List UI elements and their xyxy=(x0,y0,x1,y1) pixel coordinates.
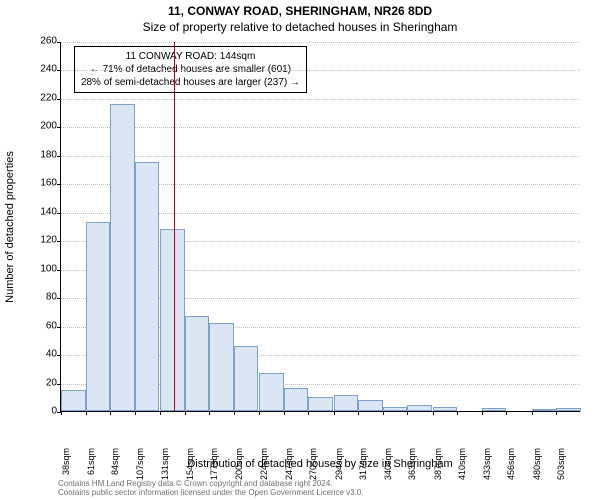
histogram-bar xyxy=(433,407,458,411)
x-tick-mark xyxy=(209,411,210,415)
y-tick-mark xyxy=(57,327,61,328)
y-tick-label: 20 xyxy=(31,377,57,388)
y-tick-label: 180 xyxy=(31,149,57,160)
y-tick-label: 40 xyxy=(31,349,57,360)
y-tick-mark xyxy=(57,42,61,43)
histogram-bar xyxy=(110,104,135,411)
annotation-line1: 11 CONWAY ROAD: 144sqm xyxy=(81,50,300,63)
x-tick-mark xyxy=(358,411,359,415)
y-tick-mark xyxy=(57,99,61,100)
histogram-bar xyxy=(383,407,408,411)
y-tick-mark xyxy=(57,298,61,299)
histogram-bar xyxy=(308,397,333,411)
histogram-bar xyxy=(209,323,234,411)
gridline-h xyxy=(61,127,580,128)
x-tick-mark xyxy=(433,411,434,415)
histogram-bar xyxy=(259,373,284,411)
footer-attribution: Contains HM Land Registry data © Crown c… xyxy=(58,479,364,498)
histogram-bar xyxy=(532,409,557,411)
x-tick-mark xyxy=(61,411,62,415)
histogram-bar xyxy=(185,316,210,411)
gridline-h xyxy=(61,42,580,43)
y-tick-mark xyxy=(57,156,61,157)
y-tick-label: 200 xyxy=(31,121,57,132)
y-tick-label: 0 xyxy=(31,406,57,417)
y-tick-mark xyxy=(57,384,61,385)
x-tick-mark xyxy=(506,411,507,415)
x-tick-label: 340sqm xyxy=(383,448,393,492)
x-tick-mark xyxy=(532,411,533,415)
x-tick-mark xyxy=(334,411,335,415)
x-tick-mark xyxy=(86,411,87,415)
y-tick-mark xyxy=(57,184,61,185)
x-tick-label: 410sqm xyxy=(457,448,467,492)
x-tick-label: 433sqm xyxy=(482,448,492,492)
x-tick-mark xyxy=(383,411,384,415)
y-tick-label: 100 xyxy=(31,263,57,274)
y-tick-label: 240 xyxy=(31,64,57,75)
x-tick-label: 363sqm xyxy=(407,448,417,492)
y-tick-mark xyxy=(57,127,61,128)
y-tick-mark xyxy=(57,270,61,271)
x-axis-label: Distribution of detached houses by size … xyxy=(60,458,580,470)
gridline-h xyxy=(61,99,580,100)
chart-title-line2: Size of property relative to detached ho… xyxy=(0,20,600,34)
chart-container: 11, CONWAY ROAD, SHERINGHAM, NR26 8DD Si… xyxy=(0,0,600,500)
x-tick-mark xyxy=(135,411,136,415)
y-tick-mark xyxy=(57,213,61,214)
histogram-bar xyxy=(407,405,432,411)
gridline-h xyxy=(61,156,580,157)
y-tick-label: 160 xyxy=(31,178,57,189)
x-tick-mark xyxy=(482,411,483,415)
y-tick-label: 60 xyxy=(31,320,57,331)
x-tick-mark xyxy=(259,411,260,415)
histogram-bar xyxy=(556,408,581,411)
x-tick-mark xyxy=(556,411,557,415)
x-tick-mark xyxy=(160,411,161,415)
histogram-bar xyxy=(358,400,383,411)
x-tick-label: 480sqm xyxy=(532,448,542,492)
y-tick-label: 260 xyxy=(31,36,57,47)
histogram-bar xyxy=(284,388,309,411)
y-tick-mark xyxy=(57,241,61,242)
annotation-line3: 28% of semi-detached houses are larger (… xyxy=(81,76,300,89)
histogram-bar xyxy=(234,346,259,411)
y-tick-mark xyxy=(57,355,61,356)
histogram-bar xyxy=(334,395,359,411)
x-tick-label: 387sqm xyxy=(433,448,443,492)
x-tick-mark xyxy=(185,411,186,415)
x-tick-mark xyxy=(284,411,285,415)
footer-line2: Contains public sector information licen… xyxy=(58,488,364,498)
x-tick-mark xyxy=(308,411,309,415)
x-tick-label: 503sqm xyxy=(556,448,566,492)
gridline-h xyxy=(61,70,580,71)
y-tick-label: 140 xyxy=(31,206,57,217)
y-tick-label: 80 xyxy=(31,292,57,303)
x-tick-mark xyxy=(110,411,111,415)
histogram-bar xyxy=(482,408,507,411)
y-axis-label: Number of detached properties xyxy=(2,42,18,412)
x-tick-mark xyxy=(234,411,235,415)
histogram-bar xyxy=(61,390,86,411)
histogram-bar xyxy=(135,162,160,411)
chart-title-line1: 11, CONWAY ROAD, SHERINGHAM, NR26 8DD xyxy=(0,4,600,18)
histogram-bar xyxy=(160,229,185,411)
reference-line xyxy=(174,42,175,411)
histogram-bar xyxy=(86,222,111,411)
y-tick-label: 120 xyxy=(31,235,57,246)
x-tick-mark xyxy=(457,411,458,415)
y-tick-label: 220 xyxy=(31,92,57,103)
x-tick-mark xyxy=(407,411,408,415)
footer-line1: Contains HM Land Registry data © Crown c… xyxy=(58,479,364,489)
y-tick-mark xyxy=(57,70,61,71)
plot-area: 11 CONWAY ROAD: 144sqm ← 71% of detached… xyxy=(60,42,580,412)
x-tick-label: 456sqm xyxy=(506,448,516,492)
